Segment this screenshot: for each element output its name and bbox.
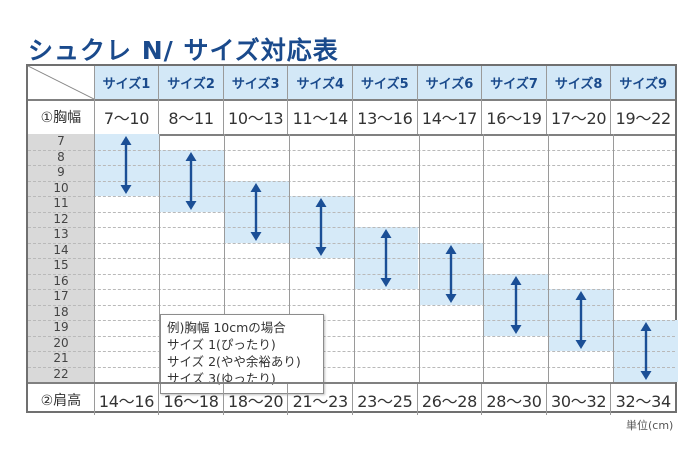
corner-cell xyxy=(28,66,94,99)
scale-label: 13 xyxy=(53,227,69,241)
size-table: サイズ1 サイズ2 サイズ3 サイズ4 サイズ5 サイズ6 サイズ7 サイズ8 … xyxy=(26,64,679,415)
double-arrow-icon xyxy=(444,244,458,303)
size-range-grid: 7 8 9 10 11 12 13 14 15 16 17 18 19 20 21 22 xyxy=(28,134,679,382)
size-header-2: サイズ2 xyxy=(158,66,223,99)
size-header-5: サイズ5 xyxy=(352,66,417,99)
chest-value: 14～17 xyxy=(416,99,482,134)
size-header-6: サイズ6 xyxy=(416,66,482,99)
grid-line xyxy=(28,242,675,244)
shoulder-value: 28～30 xyxy=(481,384,546,415)
double-arrow-icon xyxy=(249,182,263,241)
grid-line xyxy=(28,180,675,182)
double-arrow-icon xyxy=(314,198,328,256)
size-header-1: サイズ1 xyxy=(93,66,159,99)
scale-label: 22 xyxy=(53,366,69,381)
column-divider xyxy=(223,134,225,382)
scale-label: 16 xyxy=(53,273,69,288)
scale-label: 7 xyxy=(57,134,65,148)
scale-label: 10 xyxy=(53,180,69,195)
scale-label: 14 xyxy=(53,242,69,257)
grid-line xyxy=(28,335,675,337)
grid-line xyxy=(28,211,675,213)
shoulder-value: 21～23 xyxy=(287,384,352,415)
column-divider xyxy=(158,134,160,382)
diagonal-line-icon xyxy=(28,66,94,99)
shoulder-height-row: ②肩高 14～16 16～18 18～20 21～23 23～25 26～28 … xyxy=(28,382,675,415)
scale-label: 21 xyxy=(53,351,69,365)
double-arrow-icon xyxy=(119,136,133,194)
double-arrow-icon xyxy=(639,322,653,380)
chest-value: 10～13 xyxy=(222,99,288,134)
grid-line xyxy=(28,351,675,352)
column-divider xyxy=(483,134,485,382)
grid-line xyxy=(28,227,675,228)
page-title: シュクレ N/ サイズ対応表 xyxy=(28,36,339,65)
chest-value: 8～11 xyxy=(158,99,223,134)
grid-line xyxy=(28,149,675,151)
shoulder-value: 32～34 xyxy=(610,384,675,415)
grid-line xyxy=(28,304,675,306)
grid-line xyxy=(28,320,675,321)
size-header-4: サイズ4 xyxy=(287,66,353,99)
shoulder-value: 14～16 xyxy=(93,384,159,415)
column-divider xyxy=(353,134,355,382)
scale-label: 20 xyxy=(53,335,69,350)
shoulder-height-label: ②肩高 xyxy=(40,392,82,409)
chest-value: 11～14 xyxy=(287,99,352,134)
scale-label: 11 xyxy=(53,196,69,210)
double-arrow-icon xyxy=(184,151,198,210)
double-arrow-icon xyxy=(379,229,393,287)
column-divider xyxy=(548,134,550,382)
chest-value: 16～19 xyxy=(481,99,546,134)
chest-value: 13～16 xyxy=(352,99,417,134)
chest-value: 7～10 xyxy=(93,99,159,134)
column-divider xyxy=(613,134,615,382)
note-line: サイズ 2(やや余裕あり) xyxy=(167,354,301,369)
chest-width-row: ①胸幅 7～10 8～11 10～13 11～14 13～16 14～17 16… xyxy=(28,99,675,136)
shoulder-value: 18～20 xyxy=(222,384,288,415)
double-arrow-icon xyxy=(574,291,588,349)
size-header-3: サイズ3 xyxy=(222,66,288,99)
grid-line xyxy=(28,366,675,368)
grid-line xyxy=(28,273,675,275)
column-divider xyxy=(94,134,95,382)
size-header-7: サイズ7 xyxy=(481,66,546,99)
scale-label: 17 xyxy=(53,289,69,303)
chest-width-label: ①胸幅 xyxy=(40,109,82,126)
column-divider xyxy=(418,134,420,382)
double-arrow-icon xyxy=(509,275,523,334)
grid-line xyxy=(28,165,675,166)
grid-line xyxy=(28,196,675,197)
size-header-8: サイズ8 xyxy=(545,66,611,99)
note-line: サイズ 1(ぴったり) xyxy=(167,337,276,352)
scale-label: 18 xyxy=(53,304,69,319)
unit-label: 単位(cm) xyxy=(626,419,674,432)
note-line: 例)胸幅 10cmの場合 xyxy=(167,320,286,335)
shoulder-value: 16～18 xyxy=(158,384,223,415)
scale-label: 19 xyxy=(53,320,69,334)
shoulder-value: 23～25 xyxy=(352,384,417,415)
scale-label: 8 xyxy=(57,149,65,164)
shoulder-value: 26～28 xyxy=(416,384,482,415)
chest-value: 17～20 xyxy=(545,99,611,134)
size-header-9: サイズ9 xyxy=(610,66,676,99)
scale-label: 9 xyxy=(57,165,65,179)
scale-label: 12 xyxy=(53,211,69,226)
shoulder-value: 30～32 xyxy=(545,384,611,415)
chest-value: 19～22 xyxy=(610,99,675,134)
grid-line xyxy=(28,289,675,290)
example-note: 例)胸幅 10cmの場合 サイズ 1(ぴったり) サイズ 2(やや余裕あり) サ… xyxy=(160,314,324,394)
scale-label: 15 xyxy=(53,258,69,272)
column-divider xyxy=(288,134,290,382)
grid-line xyxy=(28,258,675,259)
size-header-row: サイズ1 サイズ2 サイズ3 サイズ4 サイズ5 サイズ6 サイズ7 サイズ8 … xyxy=(28,66,676,101)
